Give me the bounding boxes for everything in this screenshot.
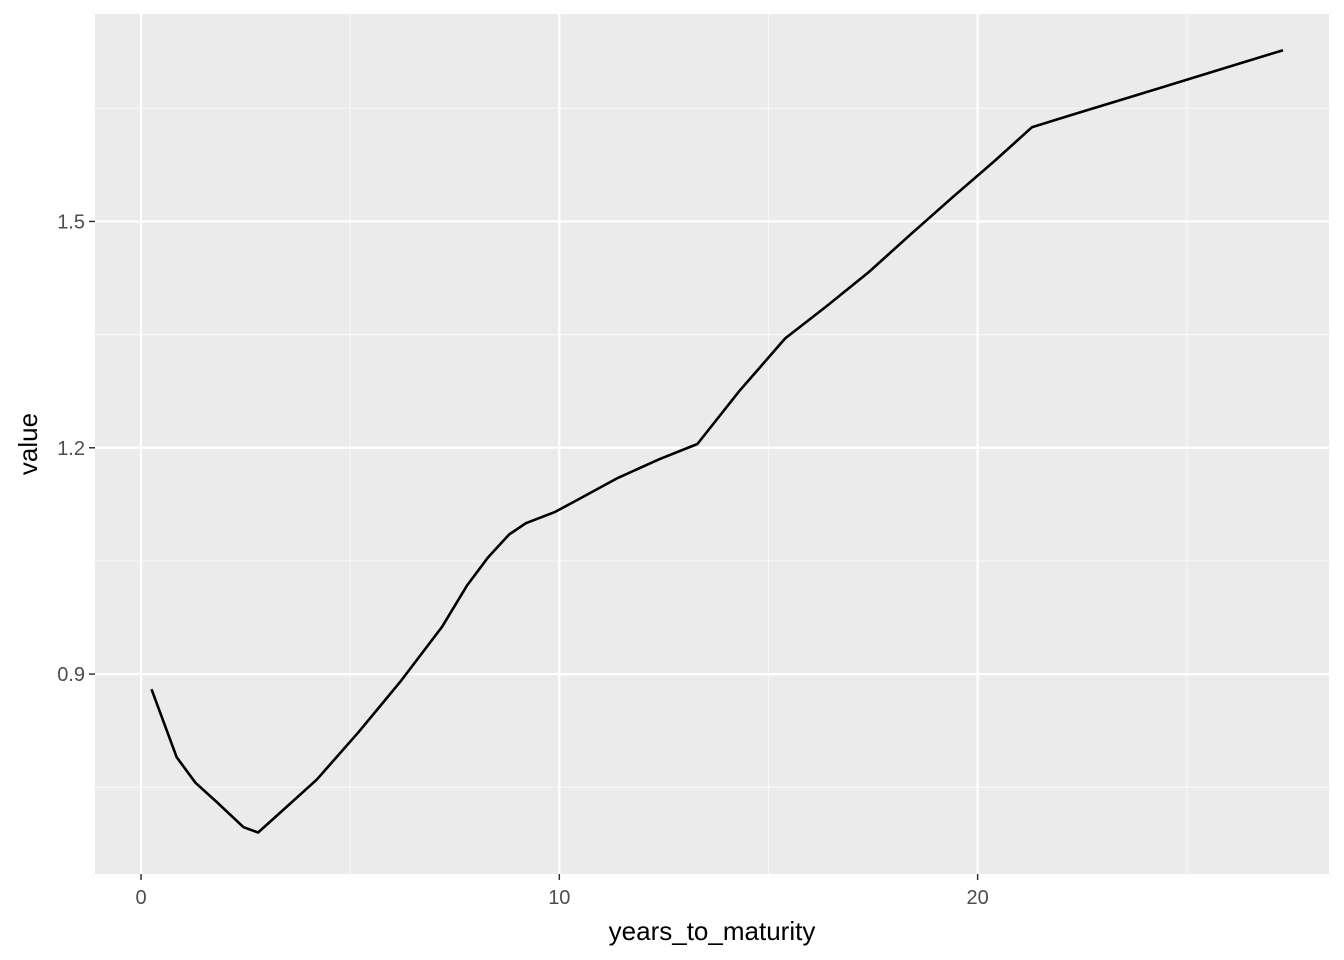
major-gridlines <box>95 14 1329 874</box>
x-axis: 0 10 20 <box>135 874 989 909</box>
minor-gridlines <box>95 14 1329 874</box>
y-tick-label: 1.2 <box>57 438 85 460</box>
series-line <box>150 48 1284 834</box>
x-tick-label: 20 <box>966 887 988 909</box>
y-tick-label: 1.5 <box>57 211 85 233</box>
x-tick-label: 10 <box>548 887 570 909</box>
x-tick-label: 0 <box>135 887 146 909</box>
y-tick-label: 0.9 <box>57 664 85 686</box>
plot-panel <box>95 14 1329 874</box>
x-axis-title: years_to_maturity <box>609 916 816 946</box>
y-axis: 0.9 1.2 1.5 <box>57 211 95 686</box>
y-axis-title: value <box>13 413 43 475</box>
